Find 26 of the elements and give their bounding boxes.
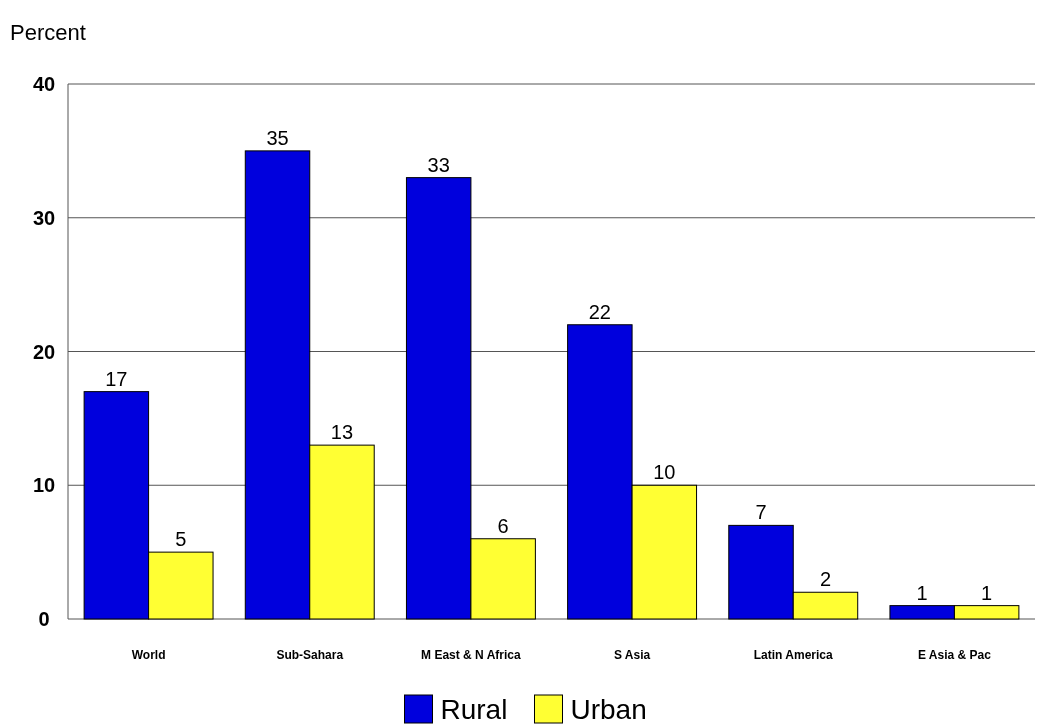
x-tick-label: E Asia & Pac [917, 648, 992, 662]
x-tick-label: M East & N Africa [421, 648, 522, 662]
y-tick-label: 20 [32, 340, 56, 363]
y-tick-label: 10 [32, 474, 56, 497]
data-label: 13 [330, 421, 354, 444]
data-label: 1 [916, 581, 928, 604]
data-label: 17 [105, 367, 128, 390]
x-tick-label: Sub-Sahara [276, 648, 344, 662]
data-label: 1 [981, 581, 993, 604]
legend-label: Rural [440, 694, 508, 725]
x-tick-label: S Asia [613, 648, 651, 662]
y-tick-label: 0 [38, 608, 50, 630]
data-label: 10 [653, 461, 676, 484]
data-label: 5 [175, 528, 187, 551]
data-label: 6 [497, 514, 509, 537]
data-label: 22 [588, 300, 611, 323]
data-label: 33 [427, 153, 450, 176]
y-tick-label: 30 [32, 206, 56, 229]
y-axis-title: Percent [10, 20, 86, 45]
data-label: 7 [755, 501, 767, 524]
x-tick-label: Latin America [753, 648, 834, 662]
x-tick-label: World [131, 648, 166, 662]
data-label: 35 [266, 126, 289, 149]
y-tick-label: 40 [32, 73, 56, 95]
data-label: 2 [819, 568, 832, 591]
legend-label: Urban [570, 694, 647, 725]
